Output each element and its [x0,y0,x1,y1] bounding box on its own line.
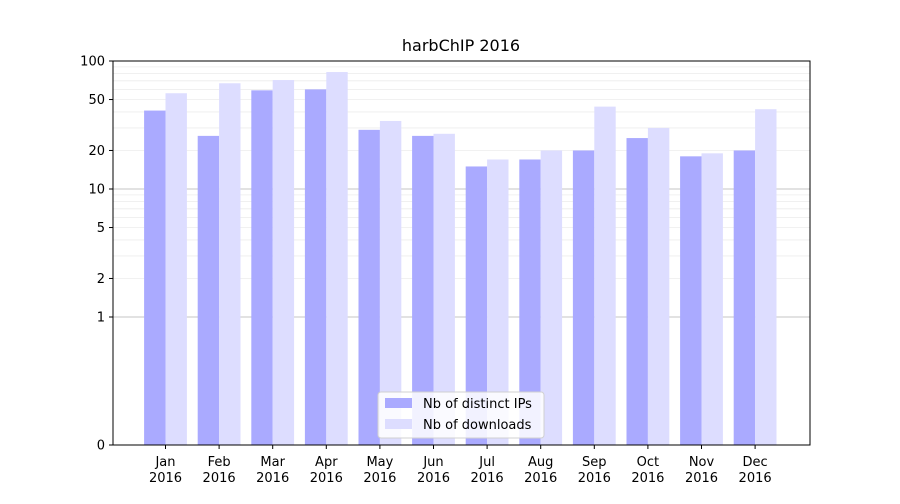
x-tick-label-year: 2016 [363,471,396,486]
bar-downloads [540,150,563,446]
x-tick-label-year: 2016 [256,471,289,486]
bar-distinct-ips [304,89,327,445]
bar-distinct-ips [412,135,434,445]
x-axis: Jan2016Feb2016Mar2016Apr2016May2016Jun20… [149,445,772,486]
legend-swatch [385,419,412,429]
bar-downloads [272,80,295,445]
bar-distinct-ips [519,159,541,445]
bar-downloads [755,109,777,445]
x-tick-label-month: Apr [315,455,338,470]
legend: Nb of distinct IPs Nb of downloads [377,391,545,439]
x-tick-label-month: Jun [422,455,443,470]
x-tick-label-year: 2016 [685,471,718,486]
x-tick-label-year: 2016 [471,471,504,486]
bar-distinct-ips [251,90,273,446]
bar-distinct-ips [197,135,220,445]
y-tick-label: 20 [88,144,105,159]
y-tick-label: 10 [88,183,105,198]
bar-distinct-ips [144,110,166,446]
x-tick-label-month: Jul [478,455,495,470]
x-tick-label-month: Jan [154,455,175,470]
x-tick-label-year: 2016 [310,471,343,486]
y-tick-label: 1 [97,311,105,326]
x-tick-label-month: Nov [689,455,715,470]
bar-downloads [379,120,402,445]
bar-downloads [594,106,616,445]
bar-distinct-ips [465,166,488,445]
x-tick-label-month: Aug [528,455,553,470]
bar-downloads [219,83,241,446]
x-tick-label-year: 2016 [631,471,664,486]
legend-swatch [385,398,412,408]
x-tick-label-year: 2016 [578,471,611,486]
y-tick-label: 5 [97,221,105,236]
legend-box [377,391,545,439]
bar-distinct-ips [733,150,756,446]
y-tick-label: 0 [97,439,105,454]
y-tick-label: 50 [88,93,105,108]
x-tick-label-year: 2016 [149,471,182,486]
x-tick-label-month: Dec [743,455,768,470]
x-tick-label-year: 2016 [203,471,236,486]
y-tick-label: 100 [80,55,105,70]
x-tick-label-month: May [366,455,393,470]
legend-label: Nb of downloads [423,418,532,433]
bar-downloads [326,72,348,445]
bar-distinct-ips [358,129,380,445]
bar-distinct-ips [680,156,702,445]
plot-frame [112,60,811,446]
bar-downloads [487,159,509,445]
bar-downloads [701,153,723,446]
bars [144,72,777,446]
bar-downloads [165,93,187,445]
chart-title: harbChIP 2016 [402,36,520,55]
x-tick-label-month: Mar [260,455,285,470]
bar-downloads [647,127,670,446]
bar-downloads [433,133,455,445]
x-tick-label-year: 2016 [524,471,557,486]
bar-distinct-ips [572,150,595,446]
x-tick-label-month: Oct [637,455,659,470]
x-tick-label-month: Sep [582,455,607,470]
y-tick-label: 2 [97,272,105,287]
bar-distinct-ips [626,138,648,446]
legend-label: Nb of distinct IPs [423,397,532,412]
y-axis: 0 1 2 5 10 20 50 100 [80,55,113,454]
x-tick-label-month: Feb [208,455,231,470]
x-tick-label-year: 2016 [417,471,450,486]
x-tick-label-year: 2016 [739,471,772,486]
